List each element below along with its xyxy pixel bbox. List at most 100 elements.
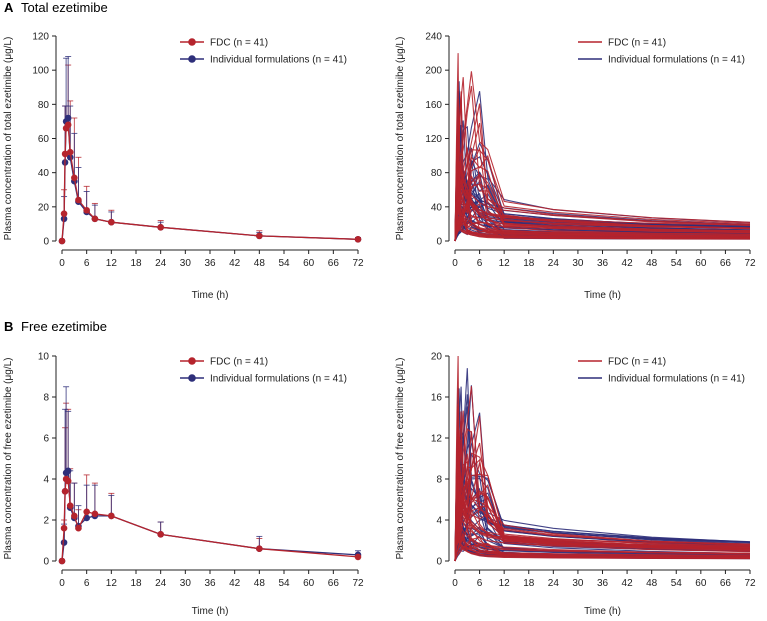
B-mean-x-tick-label: 6 (84, 578, 90, 589)
A-mean-x-tick-label: 42 (229, 258, 241, 269)
A-indiv-x-tick-label: 48 (646, 258, 658, 269)
A-mean-x-tick-label: 66 (328, 258, 340, 269)
panel-a-title: Total ezetimibe (21, 0, 108, 15)
A-mean-x-tick-label: 12 (106, 258, 118, 269)
B-mean-data-point (256, 545, 263, 552)
B-mean-data-point (61, 488, 69, 495)
B-indiv-x-tick-label: 66 (720, 578, 732, 589)
A-mean-legend-label: FDC (n = 41) (210, 38, 268, 49)
A-mean-data-point (58, 237, 66, 245)
A-mean-data-point (75, 196, 82, 204)
B-mean-x-tick-label: 18 (130, 578, 142, 589)
A-indiv-y-tick-label: 0 (436, 237, 442, 248)
B-mean-data-point (66, 502, 74, 509)
B-indiv-x-tick-label: 36 (597, 578, 609, 589)
B-indiv-legend-label: Individual formulations (n = 41) (608, 374, 745, 385)
B-indiv-x-tick-label: 0 (452, 578, 458, 589)
B-mean-y-axis-label: Plasma concentration of free ezetimibe (… (3, 358, 14, 560)
B-mean-x-tick-label: 60 (303, 578, 315, 589)
B-indiv-x-tick-label: 12 (499, 578, 511, 589)
A-mean-y-tick-label: 0 (43, 237, 49, 248)
A-mean-y-tick-label: 120 (32, 32, 49, 43)
A-mean-y-tick-label: 80 (38, 100, 50, 111)
A-mean-legend-marker (188, 55, 196, 63)
A-mean-x-tick-label: 30 (180, 258, 192, 269)
B-indiv-subject-line (454, 507, 751, 562)
A-indiv-x-axis-label: Time (h) (584, 290, 621, 301)
A-mean-series-line (61, 122, 359, 242)
A-mean-data-point (83, 206, 90, 214)
B-mean-x-tick-label: 12 (106, 578, 118, 589)
B-mean-legend-label: FDC (n = 41) (210, 357, 268, 368)
A-indiv-x-tick-label: 24 (548, 258, 560, 269)
A-mean-x-tick-label: 54 (278, 258, 290, 269)
B-mean-y-tick-label: 8 (43, 393, 49, 404)
A-indiv-subject-line (454, 77, 751, 242)
B-mean-x-tick-label: 48 (254, 578, 266, 589)
A-indiv-subject-line (454, 216, 751, 242)
A-mean-y-axis-label: Plasma concentration of total ezetimibe … (3, 37, 14, 241)
A-indiv-subject-line (454, 128, 751, 242)
B-mean-y-tick-label: 10 (38, 352, 50, 363)
A-indiv-x-tick-label: 0 (452, 258, 458, 269)
B-indiv-y-tick-label: 0 (436, 557, 442, 568)
A-indiv-subject-line (454, 220, 751, 242)
B-indiv-subject-line (454, 403, 751, 562)
B-mean-data-point (91, 510, 99, 518)
A-indiv-x-tick-label: 12 (499, 258, 511, 269)
A-indiv-x-tick-label: 60 (695, 258, 707, 269)
B-mean-series-line (61, 477, 359, 562)
B-mean-x-tick-label: 54 (278, 578, 290, 589)
B-mean-x-tick-label: 24 (155, 578, 167, 589)
B-indiv-y-tick-label: 16 (431, 393, 443, 404)
A-mean-data-point (64, 121, 72, 129)
A-indiv-y-tick-label: 240 (425, 32, 442, 43)
A-indiv-y-tick-label: 160 (425, 100, 442, 111)
B-mean-data-point (64, 467, 72, 475)
A-indiv-x-tick-label: 18 (523, 258, 535, 269)
B-indiv-x-tick-label: 18 (523, 578, 535, 589)
B-mean-data-point (60, 539, 68, 546)
B-mean-data-point (64, 477, 72, 485)
A-indiv-x-tick-label: 36 (597, 258, 609, 269)
A-mean-y-tick-label: 100 (32, 66, 49, 77)
A-indiv-y-axis-label: Plasma concentration of total ezetimibe … (395, 37, 406, 241)
A-mean-data-point (71, 174, 78, 182)
A-indiv-x-tick-label: 42 (622, 258, 634, 269)
A-mean-legend-marker (188, 38, 196, 46)
A-mean-x-tick-label: 48 (254, 258, 266, 269)
panel-b-letter: B (4, 319, 13, 334)
B-indiv-y-tick-label: 4 (436, 516, 442, 527)
B-mean-legend-marker (188, 374, 196, 382)
B-mean-y-tick-label: 2 (43, 516, 49, 527)
A-mean-data-point (91, 215, 99, 223)
B-mean-legend-marker (188, 357, 196, 365)
A-mean-x-tick-label: 60 (303, 258, 315, 269)
B-indiv-subject-line (454, 492, 751, 562)
B-mean-data-point (83, 508, 90, 516)
B-mean-legend-label: Individual formulations (n = 41) (210, 374, 347, 385)
B-indiv-x-axis-label: Time (h) (584, 606, 621, 617)
A-mean-x-tick-label: 36 (204, 258, 216, 269)
B-indiv-subject-line (454, 525, 751, 562)
B-mean-x-tick-label: 0 (59, 578, 65, 589)
A-mean-data-point (354, 235, 362, 243)
A-indiv-x-tick-label: 72 (744, 258, 756, 269)
A-indiv-x-tick-label: 6 (477, 258, 483, 269)
B-indiv-subject-line (454, 429, 751, 562)
B-mean-x-tick-label: 42 (229, 578, 241, 589)
B-mean-data-point (354, 553, 362, 561)
A-indiv-y-tick-label: 40 (431, 202, 443, 213)
B-indiv-x-tick-label: 48 (646, 578, 658, 589)
A-mean-data-point (66, 148, 74, 156)
A-mean-y-tick-label: 40 (38, 168, 50, 179)
B-mean-data-point (108, 512, 115, 520)
B-mean-x-tick-label: 36 (204, 578, 216, 589)
B-indiv-x-tick-label: 6 (477, 578, 483, 589)
B-mean-x-tick-label: 72 (352, 578, 364, 589)
B-mean-x-axis-label: Time (h) (192, 606, 229, 617)
B-indiv-x-tick-label: 54 (671, 578, 683, 589)
A-mean-x-axis-label: Time (h) (192, 290, 229, 301)
